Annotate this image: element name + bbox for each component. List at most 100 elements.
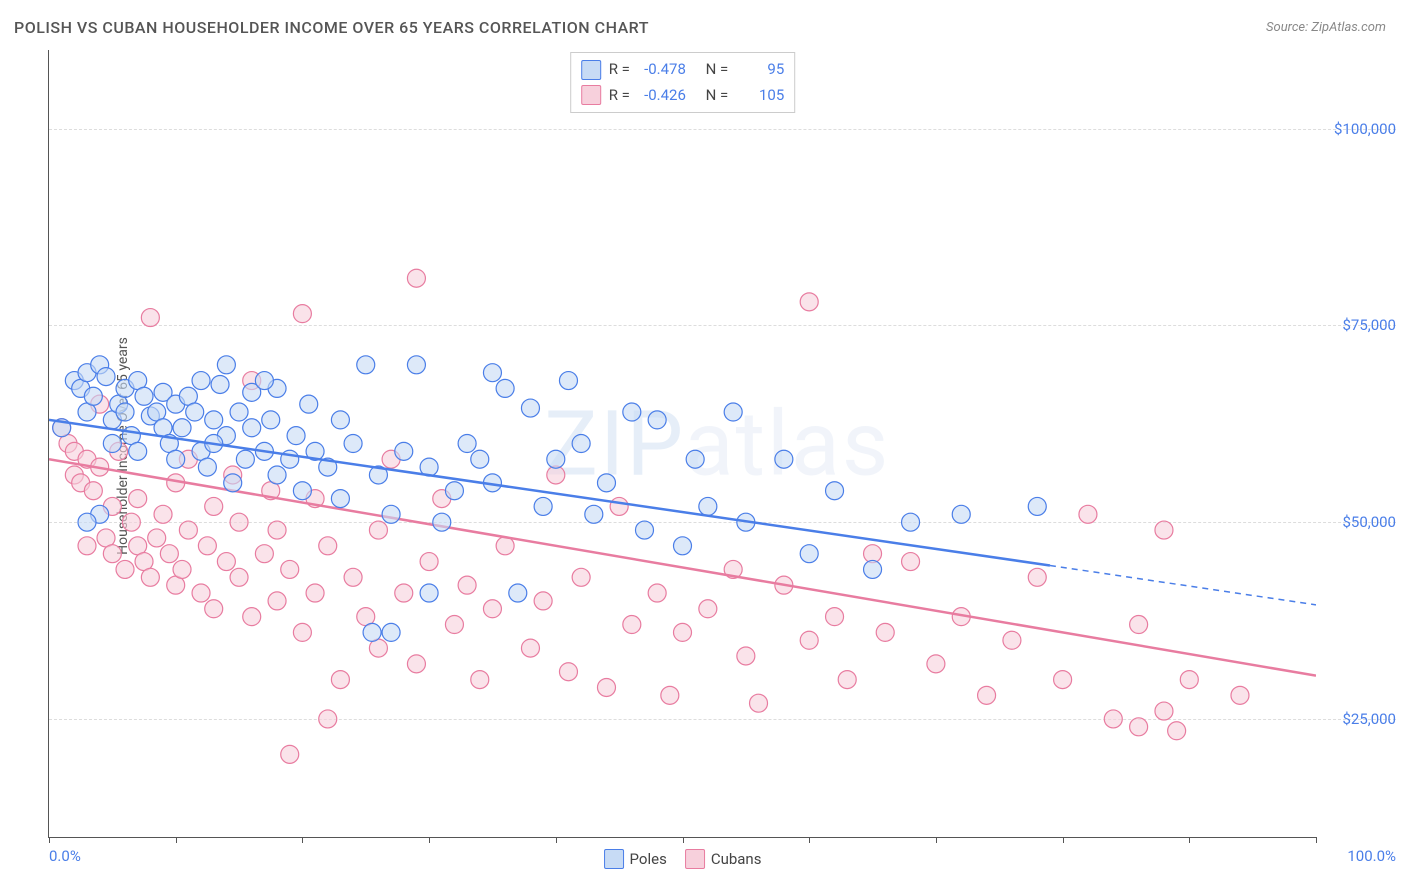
x-tick — [1189, 837, 1190, 843]
poles-point — [471, 450, 489, 468]
cubans-point — [78, 537, 96, 555]
cubans-point — [737, 647, 755, 665]
poles-point — [78, 513, 96, 531]
poles-point — [97, 368, 115, 386]
poles-point — [382, 505, 400, 523]
cubans-point — [699, 600, 717, 618]
cubans-point — [1104, 710, 1122, 728]
legend-series: Poles Cubans — [604, 849, 762, 869]
cubans-point — [800, 631, 818, 649]
poles-point — [363, 623, 381, 641]
x-tick — [176, 837, 177, 843]
poles-point — [255, 372, 273, 390]
cubans-point — [1079, 505, 1097, 523]
poles-point — [534, 497, 552, 515]
poles-point — [623, 403, 641, 421]
source-attribution: Source: ZipAtlas.com — [1266, 20, 1386, 35]
poles-point — [300, 395, 318, 413]
poles-point — [331, 490, 349, 508]
r-label: R = — [609, 57, 630, 83]
chart-title: POLISH VS CUBAN HOUSEHOLDER INCOME OVER … — [14, 18, 649, 37]
poles-point — [287, 427, 305, 445]
plot-svg — [49, 50, 1316, 837]
poles-point — [395, 442, 413, 460]
cubans-point — [1028, 568, 1046, 586]
poles-point — [135, 387, 153, 405]
cubans-point — [293, 623, 311, 641]
cubans-point — [597, 678, 615, 696]
cubans-point — [319, 537, 337, 555]
y-tick-label: $100,000 — [1326, 120, 1396, 138]
cubans-point — [420, 553, 438, 571]
cubans-point — [623, 616, 641, 634]
poles-point — [173, 419, 191, 437]
cubans-point — [661, 686, 679, 704]
cubans-point — [800, 293, 818, 311]
cubans-point — [281, 745, 299, 763]
cubans-point — [255, 545, 273, 563]
poles-point — [521, 399, 539, 417]
cubans-point — [483, 600, 501, 618]
cubans-point — [344, 568, 362, 586]
poles-point — [547, 450, 565, 468]
correlation-chart: POLISH VS CUBAN HOUSEHOLDER INCOME OVER … — [0, 0, 1406, 892]
cubans-point — [750, 694, 768, 712]
cubans-point — [458, 576, 476, 594]
poles-point — [572, 435, 590, 453]
cubans-point — [192, 584, 210, 602]
poles-point — [103, 435, 121, 453]
cubans-point — [559, 663, 577, 681]
legend-row-cubans: R = -0.426 N = 105 — [581, 83, 785, 109]
cubans-point — [141, 309, 159, 327]
poles-point — [217, 356, 235, 374]
cubans-point — [116, 560, 134, 578]
cubans-point — [1155, 521, 1173, 539]
poles-point — [826, 482, 844, 500]
poles-point — [699, 497, 717, 515]
poles-point — [483, 364, 501, 382]
poles-point — [167, 450, 185, 468]
cubans-point — [1003, 631, 1021, 649]
poles-point — [458, 435, 476, 453]
cubans-point — [230, 513, 248, 531]
poles-point — [674, 537, 692, 555]
poles-point — [724, 403, 742, 421]
poles-point — [686, 450, 704, 468]
cubans-point — [205, 600, 223, 618]
cubans-point — [122, 513, 140, 531]
cubans-point — [268, 521, 286, 539]
cubans-point — [902, 553, 920, 571]
cubans-point — [1180, 671, 1198, 689]
n-value-cubans: 105 — [736, 83, 784, 109]
cubans-point — [534, 592, 552, 610]
r-value-poles: -0.478 — [638, 57, 686, 83]
poles-point — [1028, 497, 1046, 515]
x-tick — [302, 837, 303, 843]
cubans-point — [1155, 702, 1173, 720]
cubans-point — [445, 616, 463, 634]
legend-item-poles: Poles — [604, 849, 667, 869]
cubans-point — [129, 490, 147, 508]
cubans-point — [230, 568, 248, 586]
poles-point — [585, 505, 603, 523]
cubans-point — [395, 584, 413, 602]
cubans-point — [293, 305, 311, 323]
legend-item-cubans: Cubans — [685, 849, 762, 869]
poles-point — [243, 419, 261, 437]
poles-point — [952, 505, 970, 523]
poles-point — [293, 482, 311, 500]
cubans-point — [1231, 686, 1249, 704]
x-tick-label-max: 100.0% — [1316, 847, 1396, 865]
cubans-point — [407, 655, 425, 673]
poles-point — [635, 521, 653, 539]
poles-point — [262, 411, 280, 429]
poles-point — [800, 545, 818, 563]
x-tick — [1316, 837, 1317, 843]
poles-trend-extrapolation — [1050, 565, 1316, 604]
legend-swatch-cubans — [581, 85, 601, 105]
x-tick — [556, 837, 557, 843]
cubans-point — [173, 560, 191, 578]
cubans-point — [369, 521, 387, 539]
legend-correlation: R = -0.478 N = 95 R = -0.426 N = 105 — [570, 52, 796, 113]
cubans-point — [179, 521, 197, 539]
